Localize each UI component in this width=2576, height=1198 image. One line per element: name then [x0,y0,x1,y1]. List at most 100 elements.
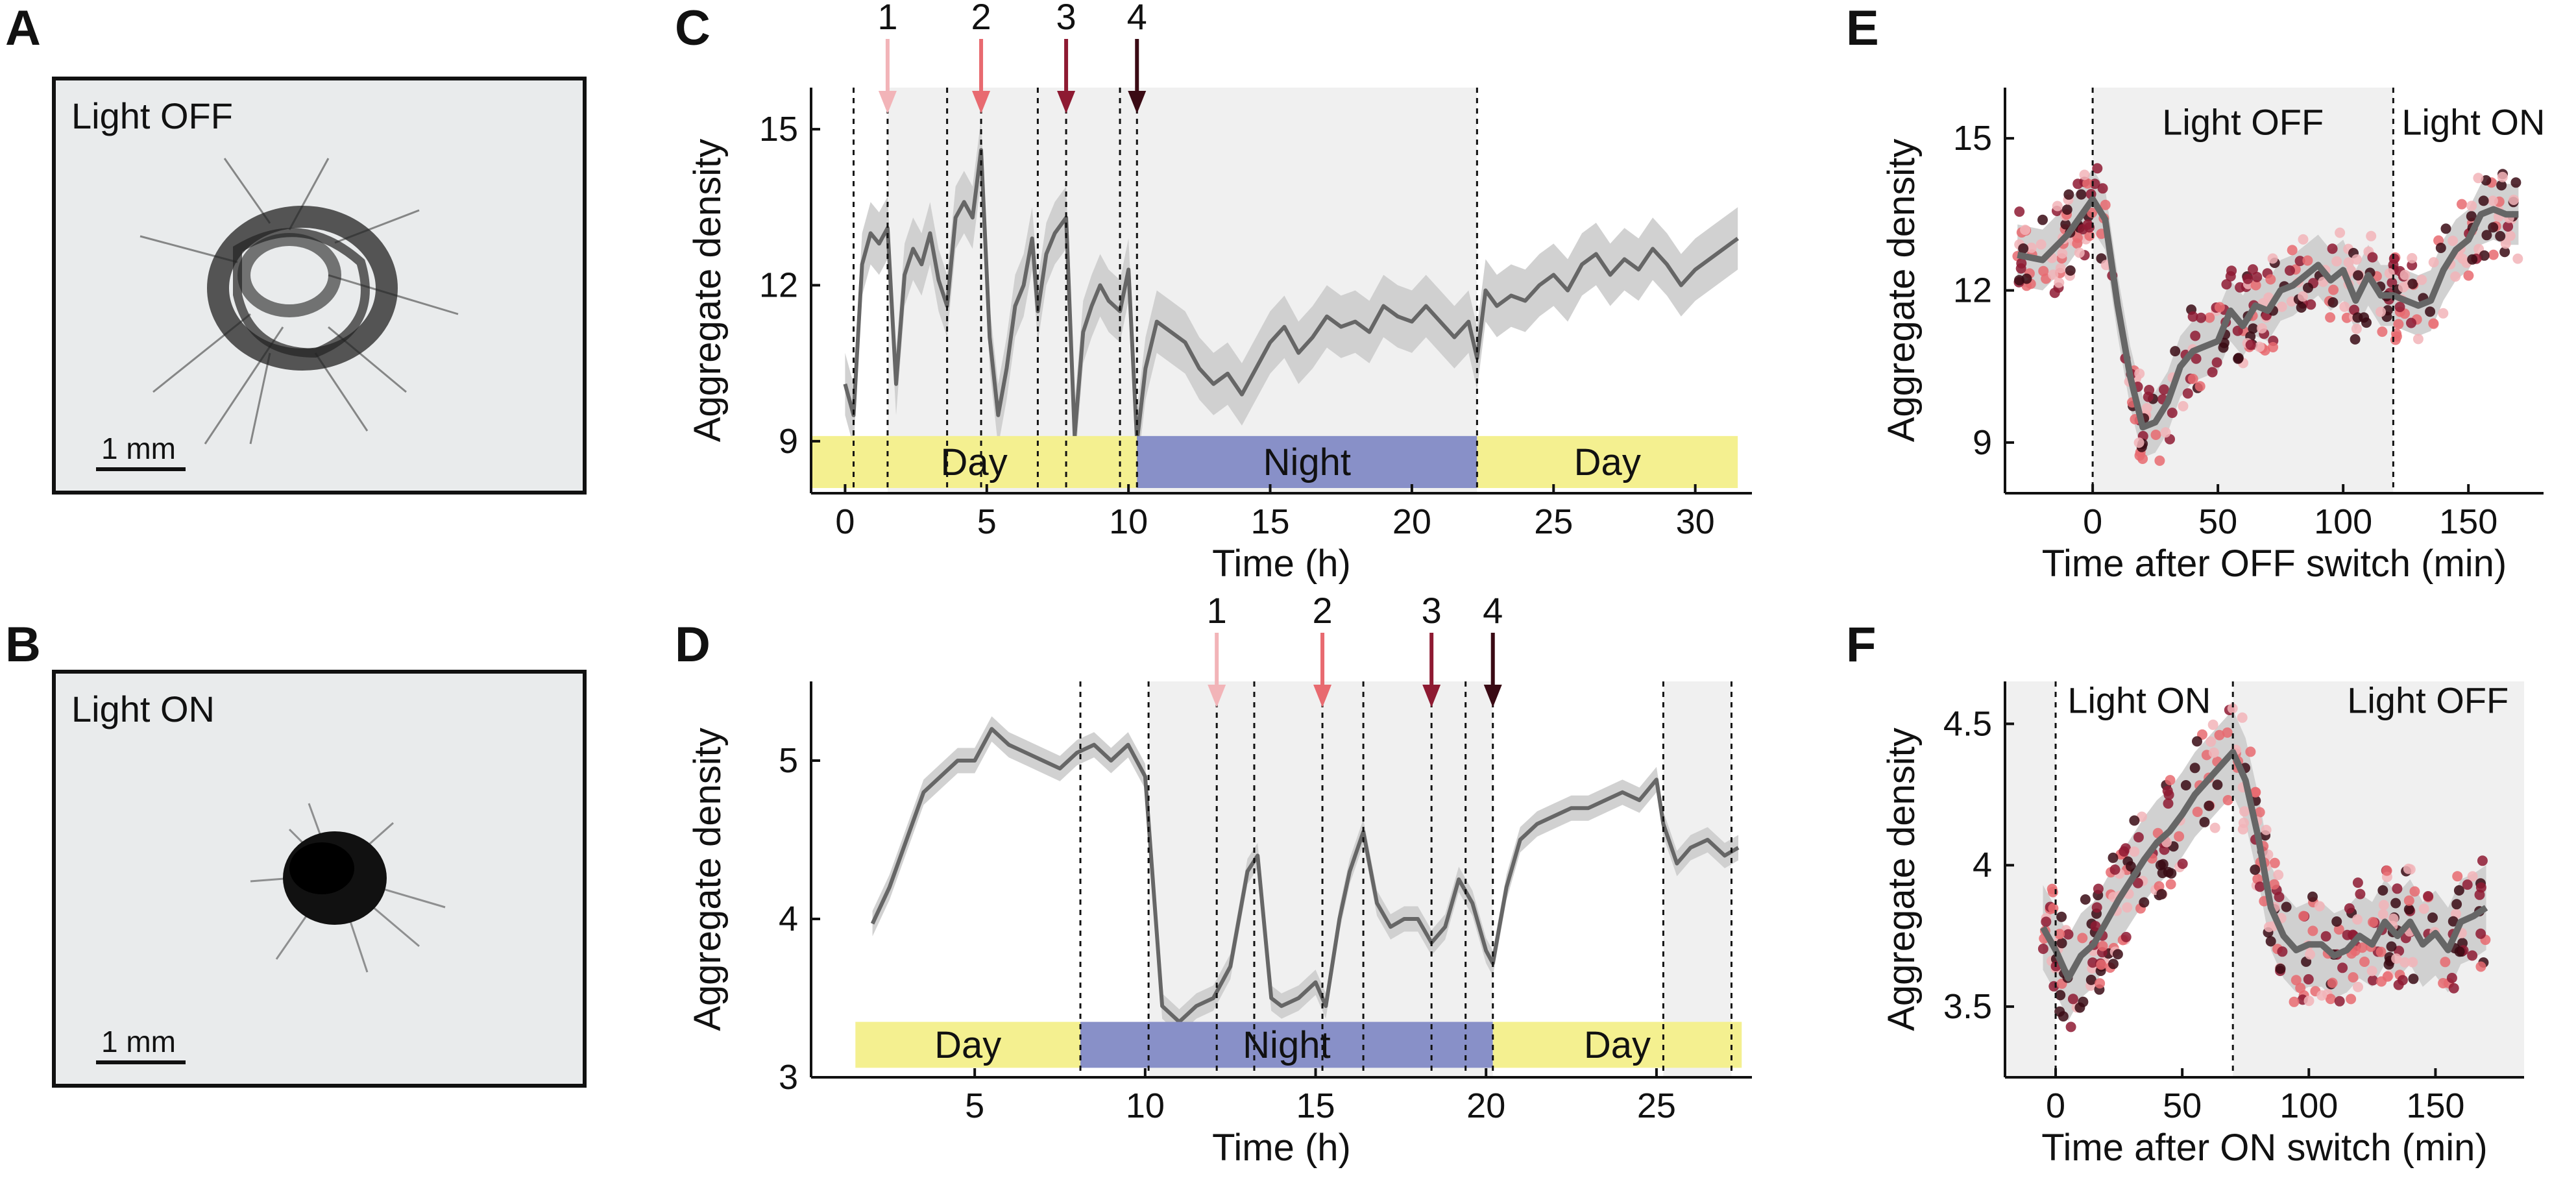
data-point [2320,265,2331,276]
data-point [2475,882,2486,893]
data-point [2257,298,2268,309]
arrowhead [1208,685,1226,707]
data-point [2435,243,2446,253]
data-point [2141,403,2152,413]
data-point [2376,924,2387,935]
data-point [2132,382,2143,392]
data-point [2048,269,2059,280]
series-line [870,727,1740,1024]
data-point [2445,259,2456,270]
data-point [2035,239,2047,250]
data-point [2263,292,2274,303]
data-point [2115,849,2126,860]
data-point [2089,178,2100,189]
data-point [2129,365,2140,376]
data-point [2333,924,2344,935]
data-point [2290,264,2301,275]
arrowhead [972,91,991,114]
data-point [2269,904,2280,914]
phase-bar-night [1080,1021,1493,1068]
x-tick-label: 50 [2198,502,2237,541]
data-point [2473,173,2484,184]
data-point [2108,959,2119,970]
data-point [2163,789,2174,800]
data-point [2143,391,2154,402]
data-point [2295,983,2306,994]
data-point [2486,177,2497,188]
data-point [2187,344,2198,355]
data-point [2157,394,2169,405]
data-point [2458,945,2469,956]
data-point [2428,319,2439,330]
data-point [2287,245,2298,256]
shaded-region [2233,681,2524,1077]
data-point [2078,996,2089,1007]
data-point [2268,342,2278,352]
data-point [2105,962,2116,973]
data-point [2091,902,2102,913]
data-point [2261,312,2272,323]
data-point [2067,225,2078,236]
data-point [2238,325,2249,336]
data-point [2136,811,2147,822]
data-point [2137,875,2148,886]
data-point [2480,935,2491,946]
data-point [2398,282,2409,293]
data-point [2016,258,2027,269]
data-point [2294,256,2305,267]
data-point [2393,979,2404,990]
x-tick-label: 50 [2163,1086,2202,1125]
data-point [2429,927,2440,938]
data-point [2376,306,2386,317]
data-point [2127,397,2137,408]
y-axis-label: Aggregate density [687,139,729,443]
data-point [2152,827,2163,838]
data-point [2363,246,2374,257]
data-point [2251,880,2262,891]
data-point [2135,903,2146,914]
data-point [2154,881,2165,892]
data-point [2214,729,2225,740]
data-point [2111,905,2122,916]
data-point [2334,996,2345,1007]
data-point [2230,744,2241,755]
data-point [2394,946,2405,957]
data-point [2376,976,2387,987]
aggregate-image [140,158,459,445]
data-point [2440,957,2451,968]
data-point [2381,872,2392,883]
data-point [2371,271,2382,282]
data-point [2461,257,2472,268]
data-point [2478,195,2489,206]
data-point [2254,341,2265,352]
data-point [2497,169,2508,180]
data-point [2409,886,2420,897]
data-point [2298,990,2309,1001]
data-point [2346,265,2357,276]
data-point [2263,927,2274,938]
data-point [2466,225,2477,236]
data-point [2057,248,2068,259]
data-point [2411,314,2422,325]
data-point [2074,1002,2085,1013]
data-point [2325,312,2336,323]
data-point [2400,308,2410,319]
data-point [2108,942,2119,953]
data-point [2097,930,2108,941]
data-point [2252,271,2263,282]
data-point [2080,894,2091,905]
data-point [2062,972,2073,983]
panel-letter-a: A [5,1,41,56]
data-point [2466,211,2477,222]
data-point [2133,437,2145,448]
y-tick-label: 3.5 [1943,987,1992,1026]
data-point [2452,871,2463,882]
data-point [2503,212,2514,223]
data-point [2512,253,2523,264]
data-point [2155,860,2166,871]
data-point [2277,946,2288,957]
data-point [2204,772,2215,783]
y-tick-label: 4 [779,899,798,938]
data-point [2058,1011,2069,1022]
data-point [2239,806,2250,817]
